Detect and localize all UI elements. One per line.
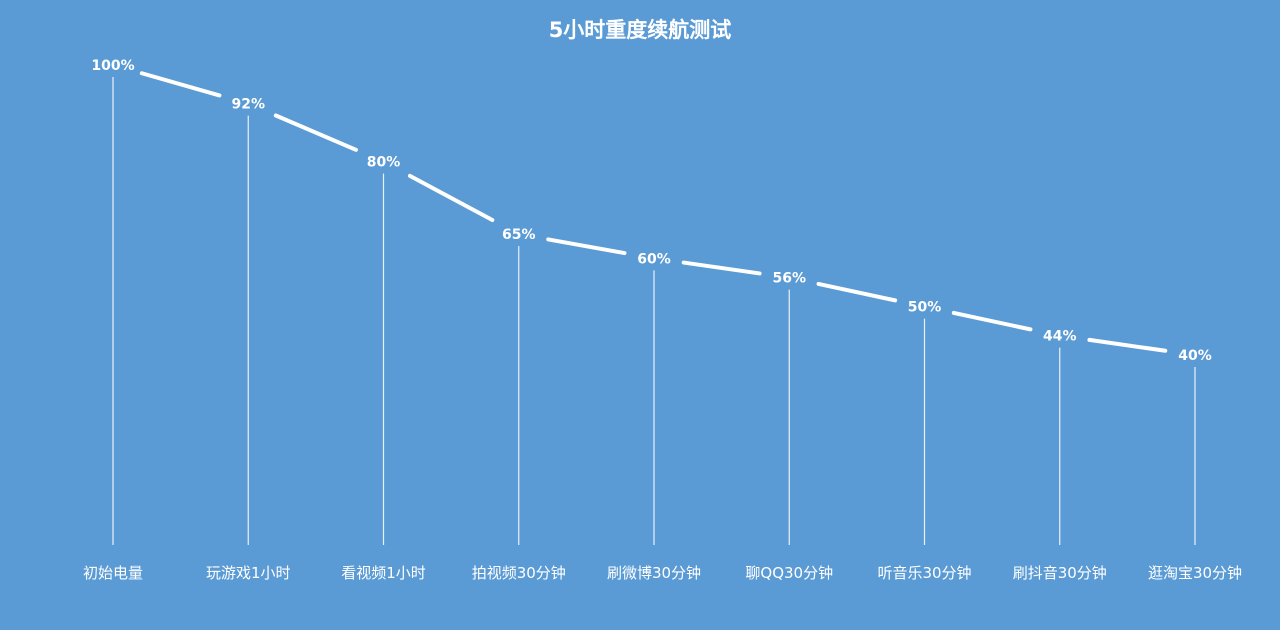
series-line-segment [681, 260, 762, 276]
data-label: 60% [637, 251, 671, 267]
x-tick-label: 逛淘宝30分钟 [1148, 564, 1242, 582]
series-line-segment [273, 113, 358, 152]
x-tick-label: 初始电量 [83, 564, 143, 582]
data-label: 40% [1178, 348, 1212, 364]
data-label: 80% [367, 155, 401, 171]
data-label: 50% [908, 300, 942, 316]
series-line-segment [407, 173, 495, 222]
data-label: 56% [772, 271, 806, 287]
series-line-segment [1087, 337, 1168, 353]
x-tick-label: 听音乐30分钟 [877, 564, 971, 582]
data-label: 65% [502, 227, 536, 243]
data-label: 44% [1043, 329, 1077, 345]
series-line-segment [816, 281, 898, 303]
x-tick-label: 看视频1小时 [341, 564, 426, 582]
x-tick-label: 刷抖音30分钟 [1013, 564, 1107, 582]
x-tick-label: 玩游戏1小时 [206, 564, 291, 582]
chart-title: 5小时重度续航测试 [548, 18, 732, 42]
x-tick-label: 刷微博30分钟 [607, 564, 701, 582]
data-label: 92% [231, 97, 265, 113]
series-line-segment [139, 71, 222, 98]
x-tick-label: 聊QQ30分钟 [745, 564, 833, 582]
series-line-segment [546, 237, 627, 256]
x-tick-label: 拍视频30分钟 [472, 564, 566, 582]
series-line-segment [951, 310, 1033, 332]
data-label: 100% [91, 58, 134, 74]
